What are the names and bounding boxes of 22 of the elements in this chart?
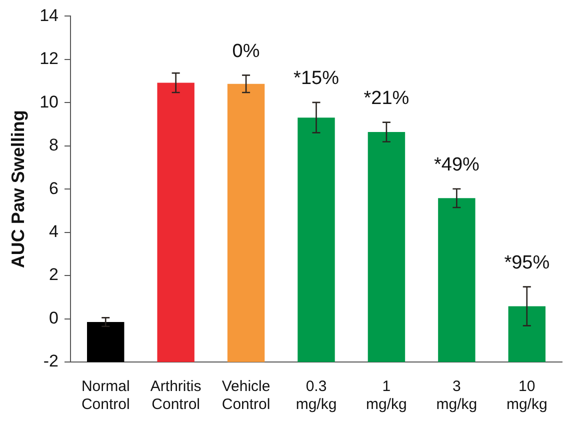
x-tick-label: 0.3 mg/kg [296,378,337,414]
y-tick-label: 2 [49,265,59,284]
x-tick-label: Arthritis Control [150,378,202,414]
y-tick-label: 8 [49,136,59,155]
y-tick-label: 6 [49,178,59,198]
annotation: *15% [294,68,340,90]
annotation: 0% [232,40,260,62]
y-axis-title: AUC Paw Swelling [8,110,28,268]
annotation: *21% [364,88,410,110]
y-tick-label: 4 [49,222,59,242]
x-tick-label: 1 mg/kg [366,378,407,414]
x-tick-label: 3 mg/kg [436,378,478,414]
x-tick-label: Vehicle Control [222,378,270,414]
annotation: *95% [504,252,550,274]
y-tick-label: 14 [40,6,59,25]
y-tick-label: 10 [40,92,59,112]
y-tick-label: 12 [40,49,59,68]
y-tick-label: -2 [43,352,59,371]
x-tick-label: Normal Control [81,378,130,414]
y-tick-label: 0 [49,308,59,328]
annotation: *49% [434,154,480,176]
x-tick-label: 10 mg/kg [506,378,548,414]
